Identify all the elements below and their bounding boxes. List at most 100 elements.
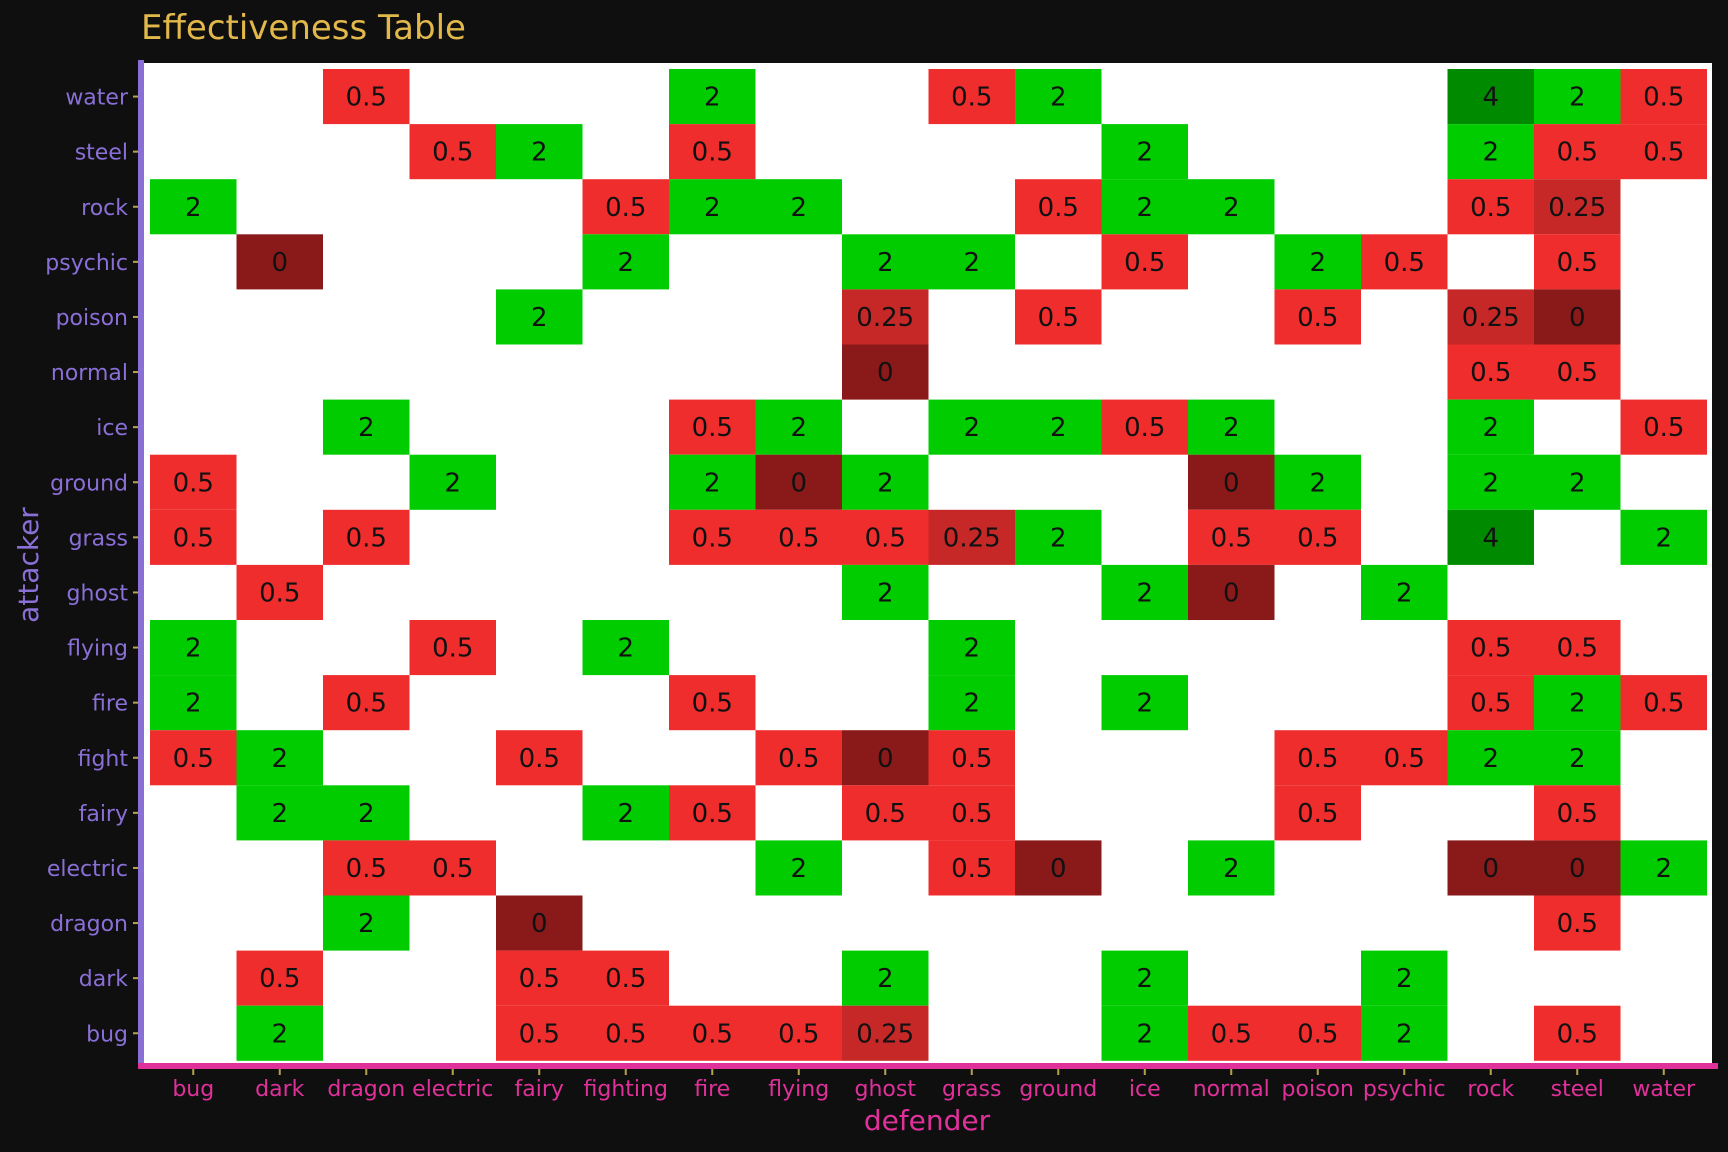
heatmap-cell [1101,124,1188,180]
heatmap-cell-label: 0.5 [1124,248,1165,278]
heatmap-cell-label: 2 [1482,468,1499,498]
x-tick-label: fire [694,1077,730,1102]
heatmap-cell-label: 2 [877,578,894,608]
heatmap-cell-label: 0.5 [1297,744,1338,774]
heatmap-cell-label: 2 [1482,413,1499,443]
heatmap-cell [409,620,496,676]
heatmap-cell-label: 2 [963,248,980,278]
heatmap-cell-label: 0.5 [1038,193,1079,223]
heatmap-cell [1188,840,1275,896]
heatmap-cell [842,950,929,1006]
heatmap-cell [1101,564,1188,620]
heatmap-cell [1361,730,1448,786]
heatmap-cell [755,730,842,786]
heatmap-cell-label: 2 [1136,964,1153,994]
heatmap-cell [842,730,929,786]
heatmap-cell-label: 0.5 [605,1019,646,1049]
heatmap-cell [1015,840,1102,896]
heatmap-cell-label: 2 [617,799,634,829]
x-axis-ticks: bug dark dragon electric fairy fighting fire fl… [172,1069,1696,1102]
heatmap-cell-label: 0.5 [1557,634,1598,664]
heatmap-cell-label: 0.5 [1038,303,1079,333]
heatmap-cell [1620,69,1707,125]
heatmap-cell [1101,179,1188,235]
x-tick-label: ground [1019,1077,1097,1102]
heatmap-cell [1274,785,1361,841]
heatmap-cell [1447,840,1534,896]
heatmap-cell-label: 4 [1482,523,1499,553]
heatmap-cell [1620,840,1707,896]
heatmap-cell-label: 0.5 [346,689,387,719]
heatmap-cell-label: 0.5 [1470,689,1511,719]
heatmap-cell [150,454,237,510]
heatmap-cell [1534,124,1621,180]
heatmap-cell-label: 2 [704,193,721,223]
heatmap-cell [1015,179,1102,235]
x-tick-label: dragon [327,1077,405,1102]
heatmap-cell [1274,730,1361,786]
heatmap-cell-label: 0.5 [519,964,560,994]
heatmap-cell-label: 0 [1569,854,1586,884]
heatmap-cell [150,509,237,565]
heatmap-cell [409,454,496,510]
heatmap-cell [1101,234,1188,290]
y-tick-label: electric [47,857,128,882]
heatmap-cell-label: 2 [271,744,288,774]
heatmap-cell [928,675,1015,731]
heatmap-cell [669,675,756,731]
heatmap-cell [323,509,410,565]
heatmap-cell-label: 0.5 [1557,799,1598,829]
y-axis-ticks: water steel rock psychic poison normal ice grou… [45,86,138,1047]
heatmap-cell [150,730,237,786]
heatmap-cell [150,179,237,235]
heatmap-cell [928,785,1015,841]
y-tick-label: rock [81,196,128,221]
heatmap-cell-label: 2 [1136,138,1153,168]
heatmap-cell-label: 0.5 [1557,1019,1598,1049]
heatmap-cell [842,785,929,841]
heatmap-cell-label: 0.5 [173,468,214,498]
heatmap-cell [842,289,929,345]
y-tick-label: ground [50,471,128,496]
heatmap-cell-label: 0.5 [605,964,646,994]
heatmap-cell [928,509,1015,565]
heatmap-cell [928,840,1015,896]
heatmap-cell [1101,399,1188,455]
heatmap-cell [1447,344,1534,400]
heatmap-cell [1534,675,1621,731]
heatmap-cell-label: 2 [1309,468,1326,498]
heatmap-cell [496,1005,583,1061]
heatmap-cell-label: 0.5 [692,523,733,553]
heatmap-cell [1534,289,1621,345]
y-tick-label: poison [56,306,128,331]
heatmap-cell-label: 0.5 [1384,248,1425,278]
heatmap-cell-label: 0.25 [856,1019,914,1049]
heatmap-cell [669,399,756,455]
heatmap-cell [928,399,1015,455]
heatmap-cell [842,344,929,400]
heatmap-cell [928,234,1015,290]
heatmap-cell [1620,509,1707,565]
x-axis-label: defender [864,1104,991,1137]
heatmap-cell [1188,1005,1275,1061]
heatmap-cell-label: 2 [877,964,894,994]
heatmap-cell [150,675,237,731]
heatmap-cell-label: 0.5 [778,523,819,553]
heatmap-cell [1447,730,1534,786]
heatmap-cell-label: 0 [1569,303,1586,333]
heatmap-cell [1274,289,1361,345]
heatmap-cell [669,1005,756,1061]
heatmap-cell [755,399,842,455]
heatmap-cell-label: 0.5 [1643,413,1684,443]
heatmap-cell [669,69,756,125]
heatmap-cell-label: 0.5 [519,744,560,774]
heatmap-cell [1101,675,1188,731]
heatmap-cell-label: 0.5 [259,578,300,608]
heatmap-cell [582,785,669,841]
heatmap-cell-label: 0.5 [865,523,906,553]
heatmap-cell-label: 2 [1569,83,1586,113]
x-tick-label: rock [1467,1077,1514,1102]
y-tick-label: bug [86,1022,128,1047]
heatmap-cell-label: 0 [877,358,894,388]
y-tick-label: ghost [67,581,129,606]
